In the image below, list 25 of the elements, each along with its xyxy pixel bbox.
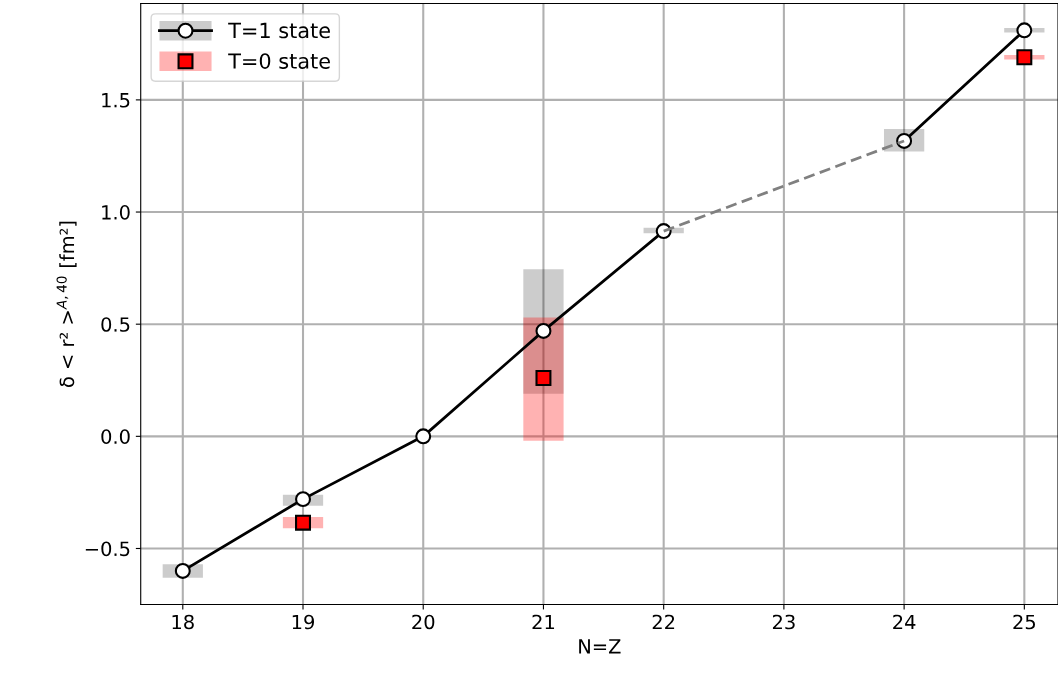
x-tick-label: 25: [1013, 614, 1036, 630]
point: [295, 514, 311, 531]
x-axis-title: N=Z: [579, 639, 621, 654]
legend-label: T=0 state: [228, 53, 330, 69]
point: [1016, 49, 1033, 66]
y-tick-label: 1.0: [102, 204, 130, 220]
point: [535, 322, 552, 339]
x-tick-label: 24: [893, 614, 916, 630]
legend-label: T=1 state: [228, 22, 330, 39]
x-tick-label: 21: [532, 614, 555, 630]
point: [415, 428, 432, 445]
point: [295, 491, 311, 508]
point: [174, 562, 191, 579]
x-tick-label: 19: [292, 614, 315, 630]
y-tick-label: 0.5: [101, 317, 130, 332]
x-tick-label: 23: [772, 614, 795, 630]
y-tick-label: 1.5: [102, 93, 130, 108]
x-tick-label: 22: [652, 614, 675, 630]
y-tick-label: −0.5: [85, 541, 130, 557]
point: [1016, 22, 1033, 39]
y-tick-label: 0.0: [101, 429, 130, 444]
x-tick-label: 20: [412, 614, 435, 630]
point: [535, 370, 552, 386]
y-axis-title: δ < r² >$^{A,40}$ [fm²]: [56, 221, 77, 388]
x-tick-label: 18: [172, 614, 194, 630]
